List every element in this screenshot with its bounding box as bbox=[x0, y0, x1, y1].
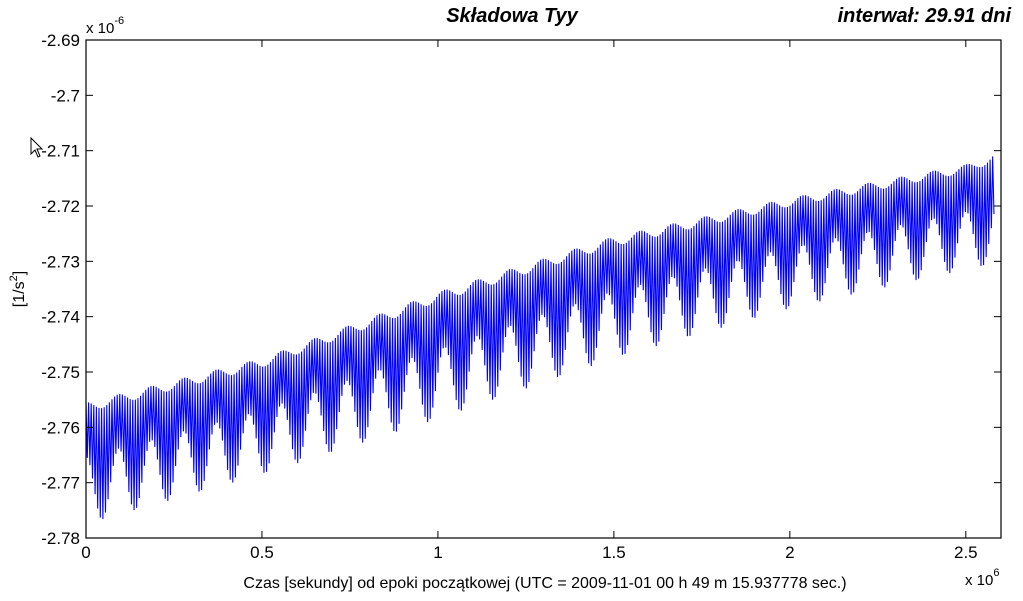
x-tick-label: 2 bbox=[785, 543, 794, 562]
y-axis-label-close: ] bbox=[11, 271, 28, 275]
x-tick-label: 0 bbox=[81, 543, 90, 562]
y-tick-label: -2.76 bbox=[41, 418, 80, 437]
cursor-pointer-icon bbox=[30, 136, 44, 158]
y-tick-label: -2.78 bbox=[41, 529, 80, 548]
y-tick-label: -2.72 bbox=[41, 197, 80, 216]
y-tick-label: -2.73 bbox=[41, 252, 80, 271]
axes-box bbox=[85, 39, 1002, 539]
series-layer bbox=[85, 156, 995, 520]
x-tick-label: 1 bbox=[433, 543, 442, 562]
y-tick-label: -2.75 bbox=[41, 363, 80, 382]
y-tick-label: -2.71 bbox=[41, 142, 80, 161]
series-line bbox=[85, 156, 995, 520]
x-tick-label: 2.5 bbox=[954, 543, 978, 562]
interval-label: interwał: 29.91 dni bbox=[838, 5, 1012, 27]
x-exponent-base: x 10 bbox=[965, 572, 993, 589]
y-tick-label: -2.77 bbox=[41, 474, 80, 493]
y-exponent-label: x 10-6 bbox=[86, 15, 124, 37]
x-axis-label: Czas [sekundy] od epoki początkowej (UTC… bbox=[243, 575, 846, 592]
y-axis-label-base: [1/s bbox=[11, 281, 28, 307]
y-axis-label-sup: 2 bbox=[8, 275, 20, 281]
y-tick-label: -2.7 bbox=[51, 86, 80, 105]
chart-title: Składowa Tyy bbox=[446, 5, 578, 27]
x-tick-label: 1.5 bbox=[602, 543, 626, 562]
ticks-layer: 0 0.5 1 1.5 2 2.5 -2.69 -2.7 -2.71 -2.72 -2.73 -2.7… bbox=[41, 31, 1001, 562]
x-tick-label: 0.5 bbox=[250, 543, 274, 562]
y-tick-label: -2.69 bbox=[41, 31, 80, 50]
x-exponent-power: 6 bbox=[993, 567, 999, 579]
y-tick-label: -2.74 bbox=[41, 308, 80, 327]
y-exponent-power: -6 bbox=[114, 15, 124, 27]
x-exponent-label: x 106 bbox=[965, 567, 999, 589]
y-axis-label: [1/s2] bbox=[8, 271, 28, 307]
y-exponent-base: x 10 bbox=[86, 20, 114, 37]
